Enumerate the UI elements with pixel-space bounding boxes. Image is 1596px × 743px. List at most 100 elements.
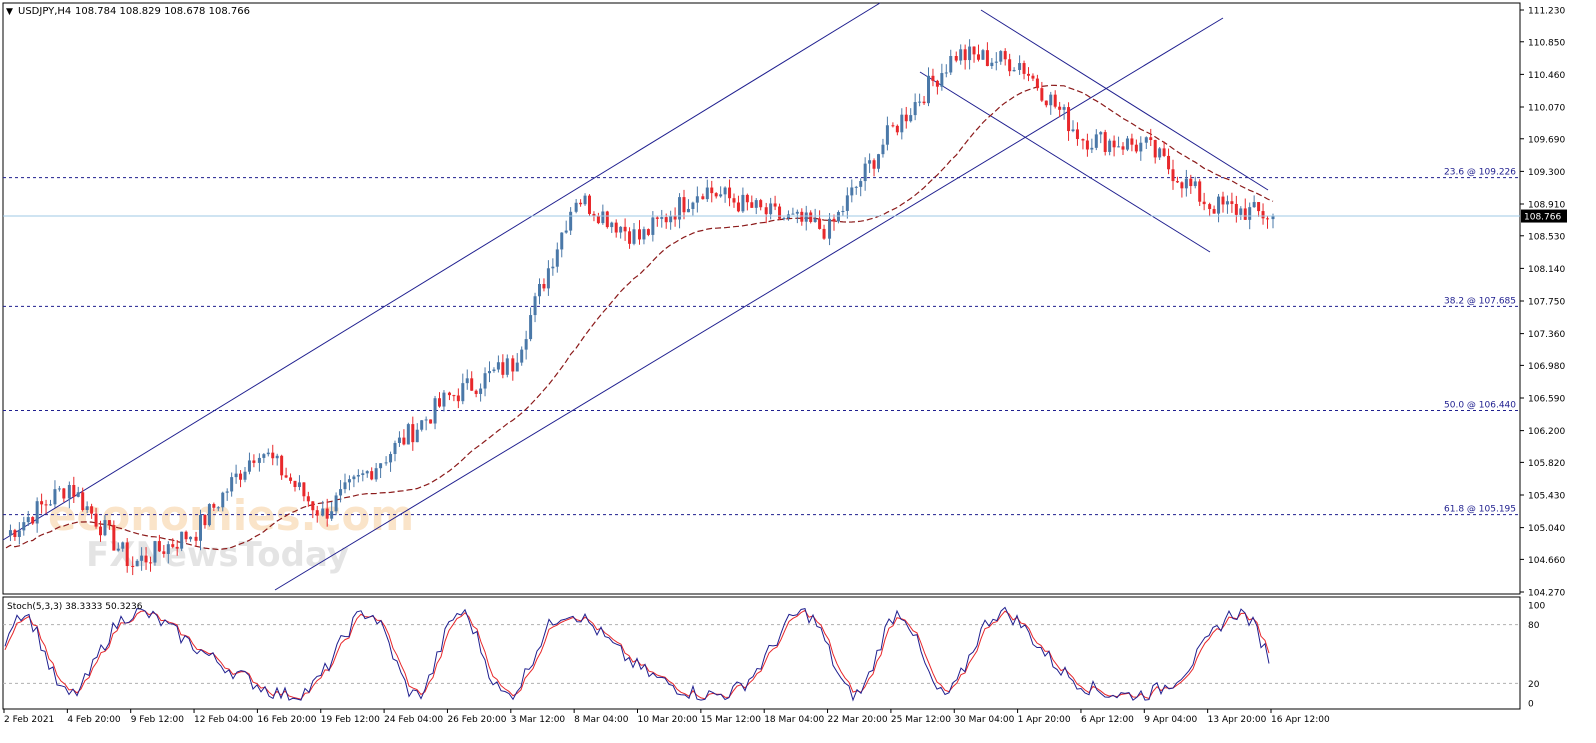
candle-body (321, 508, 325, 516)
candle-body (900, 114, 904, 133)
stoch-tick-label: 80 (1528, 621, 1540, 631)
candle-body (125, 542, 129, 567)
candle-body (918, 101, 922, 103)
candle-body (356, 474, 360, 477)
candle-body (402, 437, 406, 445)
time-tick-label: 19 Feb 12:00 (321, 715, 380, 725)
header-arrow-icon[interactable]: ▼ (6, 7, 13, 17)
candle-body (686, 208, 690, 213)
price-tick-label: 106.200 (1528, 427, 1565, 437)
candle-body (452, 395, 456, 397)
candle-body (745, 194, 749, 203)
time-tick-label: 4 Feb 20:00 (67, 715, 121, 725)
candle-body (26, 517, 30, 523)
candle-body (795, 211, 799, 214)
candle-body (673, 216, 677, 220)
time-tick-label: 16 Feb 20:00 (257, 715, 316, 725)
candle-body (800, 211, 804, 222)
candle-body (370, 471, 374, 480)
candle-body (610, 222, 614, 228)
candle-body (1180, 182, 1184, 189)
price-axis: 111.230 110.850 110.460 110.070 109.690 109.3… (1520, 7, 1565, 599)
candle-body (1162, 148, 1166, 156)
fib-levels: 23.6 @ 109.226 38.2 @ 107.685 50.0 @ 106.4… (3, 168, 1520, 516)
candle-body (963, 49, 967, 61)
candle-body (850, 187, 854, 196)
candle-body (85, 506, 89, 510)
price-tick-label: 109.300 (1528, 168, 1565, 178)
trend-line (2, 2, 881, 541)
candle-body (479, 388, 483, 394)
candle-body (546, 268, 550, 289)
candle-body (22, 522, 26, 531)
candle-body (638, 229, 641, 240)
candle-body (1261, 211, 1265, 219)
candle-body (732, 198, 736, 203)
candle-body (199, 515, 202, 541)
candle-body (1090, 147, 1094, 150)
candle-body (90, 506, 94, 514)
candle-body (913, 102, 917, 116)
candle-body (81, 492, 85, 510)
candle-body (162, 551, 166, 554)
candle-body (750, 202, 754, 208)
candle-body (538, 284, 541, 297)
candle-body (741, 194, 745, 212)
candle-body (501, 362, 505, 375)
candle-body (759, 200, 763, 208)
candle-body (1171, 169, 1175, 182)
trend-channels (2, 2, 1269, 591)
candle-body (49, 504, 52, 506)
candle-body (754, 200, 758, 208)
candle-body (695, 196, 699, 203)
candle-body (773, 203, 777, 207)
candle-body (306, 496, 310, 502)
candle-body (1003, 51, 1007, 60)
candle-body (243, 471, 247, 480)
candle-body (135, 560, 139, 567)
candle-body (619, 226, 623, 233)
time-axis: 2 Feb 2021 4 Feb 20:00 9 Feb 12:00 12 Feb 0… (3, 709, 1330, 725)
price-tick-label: 104.270 (1528, 589, 1565, 599)
candle-body (655, 217, 659, 219)
fib-level-label: 38.2 @ 107.685 (1444, 296, 1516, 306)
price-tick-label: 104.660 (1528, 556, 1565, 566)
time-tick-label: 13 Apr 20:00 (1208, 715, 1267, 725)
candle-body (999, 51, 1003, 62)
candle-body (940, 73, 944, 87)
candle-body (614, 222, 618, 233)
candle-body (149, 562, 152, 564)
candle-body (1198, 181, 1202, 202)
candle-body (895, 125, 899, 133)
candle-body (596, 216, 600, 224)
candle-body (1243, 208, 1247, 220)
candle-body (239, 473, 243, 480)
candle-body (1184, 178, 1188, 189)
ma-line (5, 84, 1274, 551)
candle-body (524, 339, 528, 350)
candle-body (642, 229, 646, 240)
candle-body (1012, 69, 1016, 72)
candle-body (710, 187, 714, 194)
candle-body (529, 315, 533, 340)
candle-body (302, 482, 306, 497)
time-tick-label: 15 Mar 12:00 (701, 715, 761, 725)
stoch-label: Stoch(5,3,3) 38.3333 50.3236 (7, 602, 143, 612)
candle-body (488, 371, 491, 374)
candle-body (157, 541, 161, 552)
candle-body (1058, 106, 1062, 110)
candle-body (628, 231, 632, 244)
candle-body (483, 373, 487, 389)
main-chart-frame (2, 2, 1521, 595)
candle-body (764, 207, 768, 215)
trend-line (919, 71, 1211, 253)
candle-body (379, 463, 383, 469)
candle-body (515, 362, 519, 372)
candle-body (579, 202, 583, 205)
time-tick-label: 1 Apr 20:00 (1018, 715, 1071, 725)
fib-level-label: 23.6 @ 109.226 (1444, 168, 1516, 178)
candle-body (76, 492, 80, 497)
candle-body (275, 455, 279, 459)
candle-body (935, 80, 939, 87)
candle-body (166, 544, 170, 554)
